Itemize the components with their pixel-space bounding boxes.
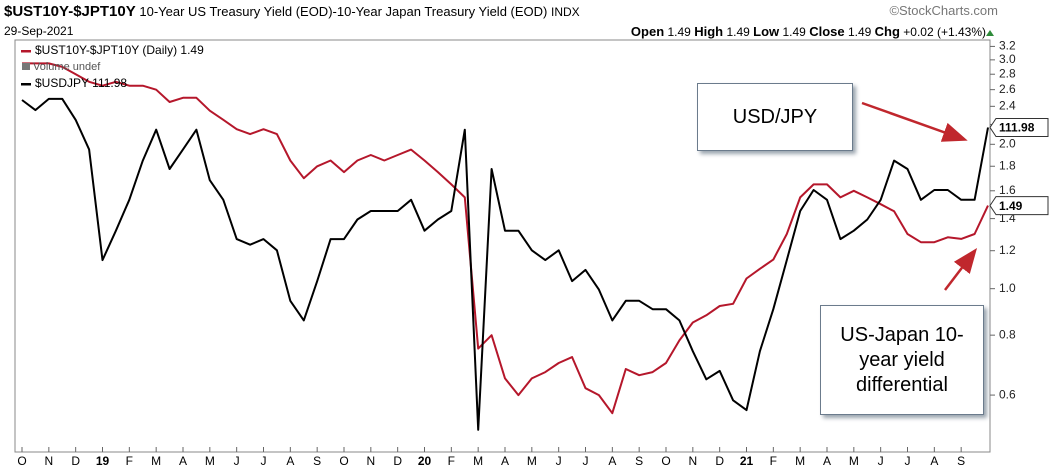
x-tick-label: M: [527, 454, 537, 468]
x-tick-label: J: [905, 454, 911, 468]
x-tick-label: 20: [418, 454, 432, 468]
quote-label: Close: [809, 24, 845, 39]
legend-name: $USDJPY: [35, 76, 89, 90]
y-tick-label: 3.2: [999, 39, 1016, 53]
legend-name: $UST10Y-$JPT10Y (Daily): [35, 43, 177, 57]
x-tick-label: O: [661, 454, 670, 468]
last-value-label: 1.49: [999, 199, 1023, 213]
quote-line: Open 1.49 High 1.49 Low 1.49 Close 1.49 …: [631, 24, 986, 39]
date: 29-Sep-2021: [4, 24, 74, 38]
x-tick-label: D: [715, 454, 724, 468]
x-tick-label: M: [205, 454, 215, 468]
x-tick-label: O: [17, 454, 26, 468]
x-tick-label: N: [44, 454, 53, 468]
annotation-arrow: [944, 248, 978, 291]
y-tick-label: 0.8: [999, 327, 1016, 341]
legend-value: 1.49: [180, 43, 204, 57]
x-tick-label: J: [583, 454, 589, 468]
up-arrow-icon: [986, 30, 994, 36]
y-tick-label: 1.0: [999, 281, 1016, 295]
legend-value: 111.98: [92, 76, 127, 90]
chart-title: $UST10Y-$JPT10Y: [4, 3, 136, 20]
source: ©StockCharts.com: [889, 3, 998, 18]
x-tick-label: J: [556, 454, 562, 468]
x-tick-label: J: [234, 454, 240, 468]
quote-value: 1.49: [667, 25, 691, 39]
quote-value: 1.49: [782, 25, 806, 39]
x-tick-label: N: [688, 454, 697, 468]
y-tick-label: 1.8: [999, 158, 1016, 172]
quote-value: +0.02 (+1.43%): [903, 25, 986, 39]
x-tick-label: A: [930, 454, 938, 468]
x-tick-label: 21: [740, 454, 754, 468]
quote-label: Low: [753, 24, 780, 39]
quote-label: Chg: [874, 24, 900, 39]
exchange: INDX: [551, 5, 580, 19]
quote-label: Open: [630, 24, 665, 39]
annotation-box: US-Japan 10-year yield differential: [820, 305, 984, 415]
series-line: [21, 97, 989, 431]
y-tick-label: 2.0: [999, 136, 1016, 150]
y-tick-label: 0.6: [999, 387, 1016, 401]
x-tick-label: M: [151, 454, 161, 468]
x-tick-label: A: [501, 454, 509, 468]
y-tick-label: 2.8: [999, 66, 1016, 80]
volume-note: Volume undef: [33, 61, 101, 73]
series-line: [22, 62, 989, 415]
quote-value: 1.49: [726, 25, 750, 39]
x-tick-label: A: [179, 454, 187, 468]
x-tick-label: J: [878, 454, 884, 468]
x-tick-label: N: [366, 454, 375, 468]
x-tick-label: A: [286, 454, 294, 468]
x-tick-label: D: [71, 454, 80, 468]
volume-icon: [22, 63, 30, 70]
annotation-box: USD/JPY: [697, 83, 853, 151]
x-tick-label: S: [957, 454, 965, 468]
x-tick-label: J: [261, 454, 267, 468]
annotation-arrow: [861, 101, 968, 142]
last-value-tag: 1.49: [989, 196, 1049, 216]
legend-swatch: [21, 83, 31, 86]
y-tick-label: 1.6: [999, 183, 1016, 197]
x-tick-label: F: [770, 454, 777, 468]
x-tick-label: S: [635, 454, 643, 468]
y-tick-label: 2.6: [999, 82, 1016, 96]
x-tick-label: A: [823, 454, 831, 468]
legend-entry: $UST10Y-$JPT10Y (Daily) 1.49: [35, 43, 204, 57]
x-tick-label: F: [448, 454, 455, 468]
y-tick-label: 2.4: [999, 99, 1016, 113]
chart-subtitle: 10-Year US Treasury Yield (EOD)-10-Year …: [139, 4, 548, 19]
legend-entry: $USDJPY 111.98: [35, 76, 127, 90]
x-tick-label: M: [795, 454, 805, 468]
last-value-tag: 111.98: [989, 117, 1049, 137]
x-tick-label: 19: [96, 454, 110, 468]
y-tick-label: 1.2: [999, 243, 1016, 257]
x-tick-label: D: [393, 454, 402, 468]
x-tick-label: A: [608, 454, 616, 468]
y-tick-label: 3.0: [999, 52, 1016, 66]
x-tick-label: M: [473, 454, 483, 468]
x-tick-label: O: [339, 454, 348, 468]
plot-frame: [14, 39, 991, 453]
last-value-box: [989, 117, 1049, 137]
legend-swatch: [21, 50, 31, 53]
x-tick-label: S: [313, 454, 321, 468]
last-value-box: [989, 196, 1049, 216]
x-tick-label: M: [849, 454, 859, 468]
quote-value: 1.49: [847, 25, 872, 39]
x-tick-label: F: [126, 454, 133, 468]
quote-label: High: [694, 24, 724, 39]
header-line: $UST10Y-$JPT10Y 10-Year US Treasury Yiel…: [4, 3, 580, 20]
last-value-label: 111.98: [999, 121, 1035, 135]
